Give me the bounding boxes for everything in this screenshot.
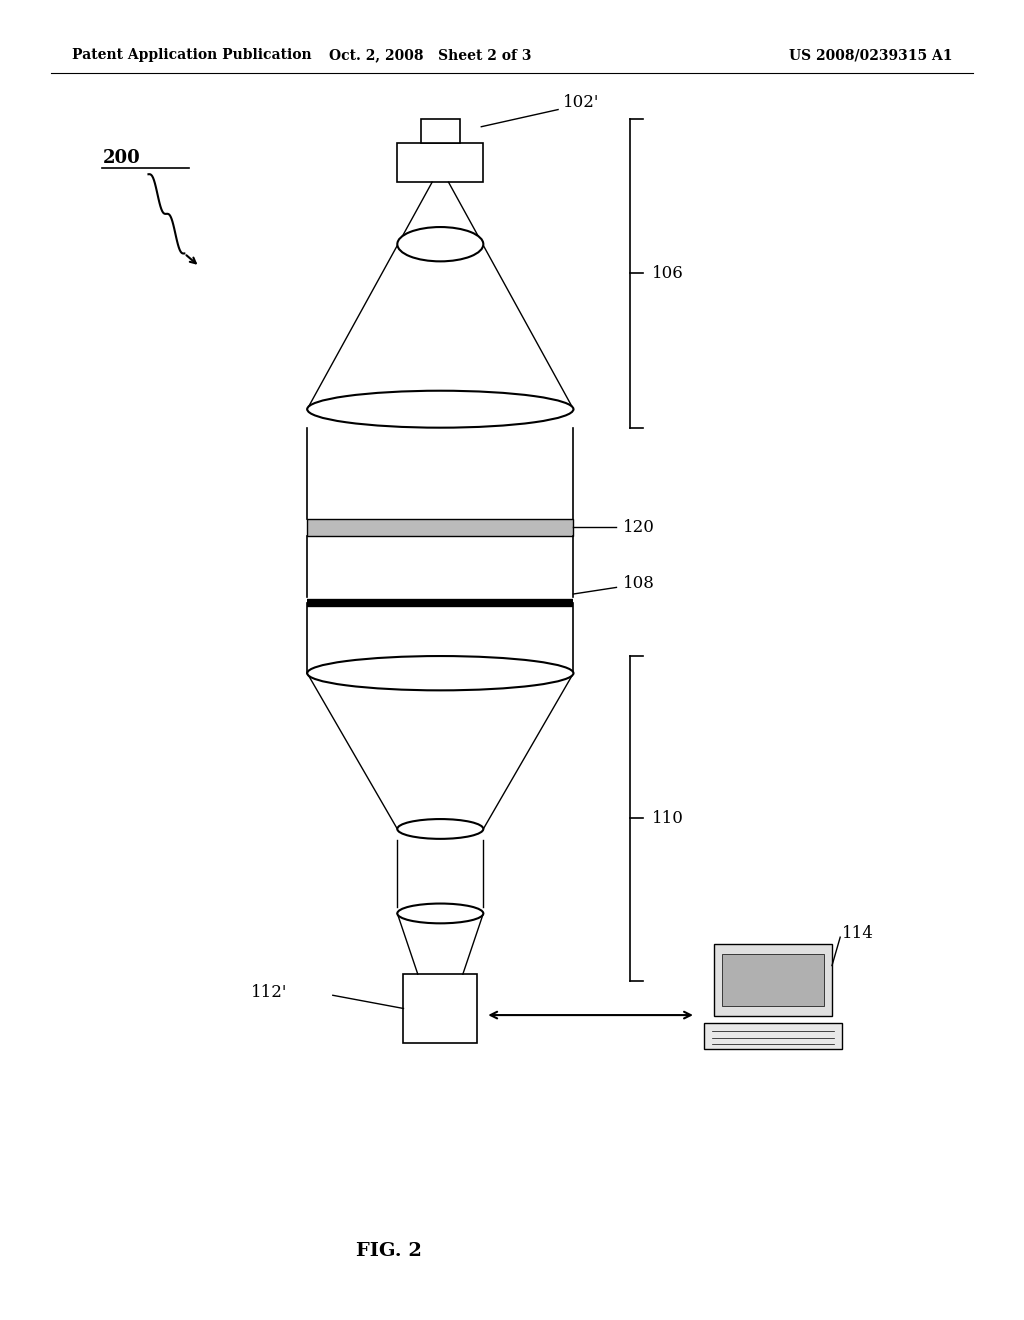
Text: 200: 200: [102, 149, 140, 168]
FancyBboxPatch shape: [397, 143, 483, 182]
Text: 112': 112': [251, 985, 288, 1001]
Text: US 2008/0239315 A1: US 2008/0239315 A1: [788, 49, 952, 62]
Text: 108: 108: [623, 576, 654, 591]
Ellipse shape: [307, 656, 573, 690]
FancyBboxPatch shape: [723, 954, 823, 1006]
Text: FIG. 2: FIG. 2: [356, 1242, 422, 1261]
Text: 102': 102': [563, 95, 600, 111]
Text: 110: 110: [652, 810, 684, 826]
Text: Oct. 2, 2008   Sheet 2 of 3: Oct. 2, 2008 Sheet 2 of 3: [329, 49, 531, 62]
FancyBboxPatch shape: [705, 1023, 842, 1049]
FancyBboxPatch shape: [307, 519, 573, 536]
Ellipse shape: [397, 818, 483, 840]
FancyBboxPatch shape: [403, 974, 477, 1043]
FancyBboxPatch shape: [421, 119, 460, 143]
Text: 114: 114: [842, 925, 874, 941]
Ellipse shape: [397, 227, 483, 261]
Ellipse shape: [397, 903, 483, 924]
Text: 120: 120: [623, 519, 654, 536]
Text: 106: 106: [652, 265, 684, 281]
FancyBboxPatch shape: [715, 944, 831, 1016]
Text: Patent Application Publication: Patent Application Publication: [72, 49, 311, 62]
Ellipse shape: [307, 391, 573, 428]
